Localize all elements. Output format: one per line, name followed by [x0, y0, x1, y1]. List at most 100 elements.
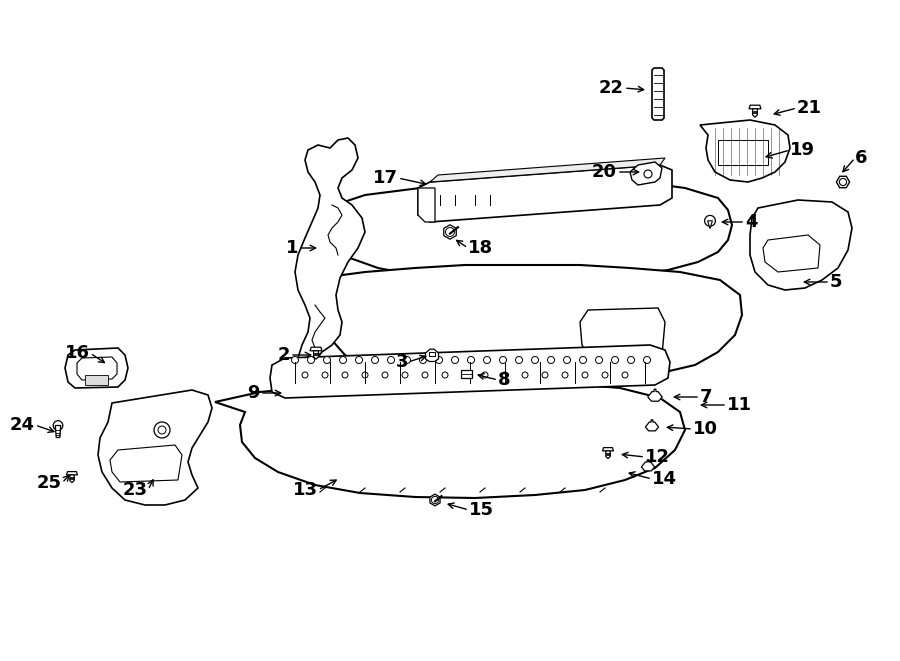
Circle shape: [362, 372, 368, 378]
Polygon shape: [430, 158, 665, 182]
Circle shape: [53, 420, 63, 430]
Bar: [461, 370, 472, 378]
Polygon shape: [418, 188, 435, 222]
Bar: [428, 352, 436, 356]
Polygon shape: [110, 445, 182, 482]
Circle shape: [532, 356, 538, 364]
Circle shape: [382, 372, 388, 378]
Text: 18: 18: [468, 239, 493, 257]
Text: 3: 3: [395, 353, 408, 371]
Bar: [85, 375, 108, 385]
Text: 22: 22: [599, 79, 624, 97]
Text: 14: 14: [652, 470, 677, 488]
Polygon shape: [763, 235, 820, 272]
Text: 9: 9: [248, 384, 260, 402]
Circle shape: [580, 356, 587, 364]
Circle shape: [563, 356, 571, 364]
Circle shape: [596, 356, 602, 364]
Polygon shape: [836, 176, 850, 188]
Circle shape: [462, 372, 468, 378]
Polygon shape: [752, 109, 758, 117]
Polygon shape: [642, 460, 654, 471]
Polygon shape: [77, 357, 117, 380]
Circle shape: [452, 356, 458, 364]
Polygon shape: [98, 390, 212, 505]
Polygon shape: [215, 382, 685, 498]
Polygon shape: [65, 348, 128, 388]
Polygon shape: [707, 221, 713, 229]
Circle shape: [403, 356, 410, 364]
Polygon shape: [602, 447, 614, 451]
Circle shape: [419, 356, 427, 364]
Polygon shape: [315, 265, 742, 382]
Polygon shape: [630, 162, 662, 185]
Circle shape: [622, 372, 628, 378]
Polygon shape: [652, 68, 664, 120]
Text: 10: 10: [693, 420, 718, 438]
Circle shape: [323, 356, 330, 364]
Polygon shape: [749, 105, 761, 109]
Polygon shape: [580, 308, 665, 358]
Circle shape: [582, 372, 588, 378]
Circle shape: [308, 356, 314, 364]
Polygon shape: [750, 200, 852, 290]
Polygon shape: [270, 345, 670, 398]
Polygon shape: [320, 180, 732, 278]
Text: 11: 11: [727, 396, 752, 414]
Polygon shape: [648, 389, 662, 401]
Text: 25: 25: [37, 474, 62, 492]
Circle shape: [356, 356, 363, 364]
Polygon shape: [444, 225, 456, 239]
Text: 6: 6: [855, 149, 868, 167]
Circle shape: [482, 372, 488, 378]
Bar: [718, 140, 768, 165]
Circle shape: [388, 356, 394, 364]
Text: 19: 19: [790, 141, 815, 159]
Text: 13: 13: [293, 481, 318, 499]
Polygon shape: [295, 138, 365, 415]
Circle shape: [436, 356, 443, 364]
Circle shape: [342, 372, 348, 378]
Polygon shape: [700, 120, 790, 182]
Circle shape: [422, 372, 428, 378]
Polygon shape: [430, 494, 440, 506]
Circle shape: [502, 372, 508, 378]
Polygon shape: [55, 426, 60, 438]
Circle shape: [322, 372, 328, 378]
Circle shape: [483, 356, 490, 364]
Circle shape: [292, 356, 299, 364]
Circle shape: [500, 356, 507, 364]
Circle shape: [562, 372, 568, 378]
Polygon shape: [310, 347, 322, 351]
Text: 7: 7: [700, 388, 713, 406]
Polygon shape: [313, 351, 319, 359]
Text: 21: 21: [797, 99, 822, 117]
Polygon shape: [418, 165, 672, 222]
Circle shape: [522, 372, 528, 378]
Text: 20: 20: [592, 163, 617, 181]
Polygon shape: [606, 451, 610, 459]
Circle shape: [302, 372, 308, 378]
Circle shape: [372, 356, 379, 364]
Text: 8: 8: [498, 371, 510, 389]
Circle shape: [547, 356, 554, 364]
Text: 15: 15: [469, 501, 494, 519]
Circle shape: [467, 356, 474, 364]
Text: 12: 12: [645, 448, 670, 466]
Circle shape: [705, 215, 716, 226]
Text: 4: 4: [745, 213, 758, 231]
Circle shape: [516, 356, 523, 364]
Polygon shape: [70, 475, 74, 483]
Text: 24: 24: [10, 416, 35, 434]
Text: 1: 1: [285, 239, 298, 257]
Polygon shape: [67, 471, 77, 475]
Text: 2: 2: [277, 346, 290, 364]
Text: 23: 23: [123, 481, 148, 499]
Polygon shape: [645, 420, 659, 431]
Text: 17: 17: [373, 169, 398, 187]
Circle shape: [542, 372, 548, 378]
Circle shape: [627, 356, 634, 364]
Circle shape: [339, 356, 346, 364]
Circle shape: [644, 356, 651, 364]
Circle shape: [402, 372, 408, 378]
